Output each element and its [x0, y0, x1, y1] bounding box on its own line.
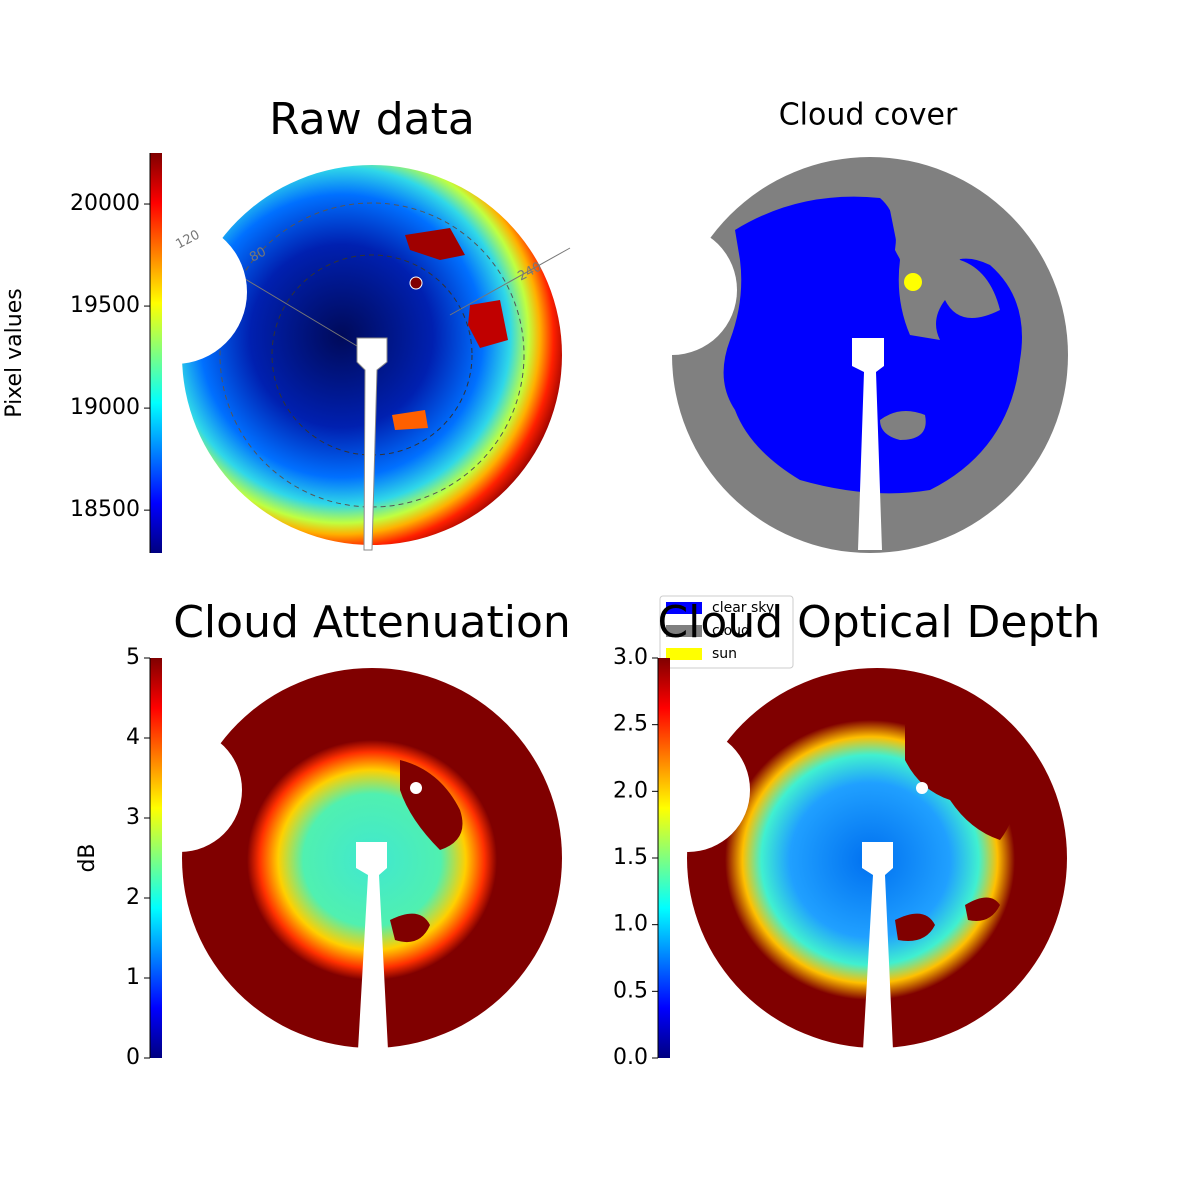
colorbar-tick-label: 4: [126, 725, 140, 750]
colorbar-tick-label: 1.0: [613, 912, 648, 937]
panel-title: Cloud Optical Depth: [657, 597, 1100, 648]
colorbar: [658, 658, 670, 1058]
colorbar-tick-label: 5: [126, 645, 140, 670]
attenuation-image: [118, 668, 562, 1050]
panel-title: Cloud Attenuation: [173, 597, 571, 648]
panel-title: Raw data: [269, 94, 475, 145]
colorbar-tick-label: 2: [126, 885, 140, 910]
panel-title: Cloud cover: [779, 98, 958, 133]
colorbar-tick-label: 0.5: [613, 978, 648, 1003]
legend-swatch: [666, 648, 702, 660]
colorbar-tick-label: 19000: [70, 395, 140, 420]
colorbar: [150, 658, 162, 1058]
legend-swatch: [666, 625, 702, 637]
colorbar-tick-label: 18500: [70, 497, 140, 522]
colorbar: [150, 153, 162, 553]
polar-label: 80: [247, 244, 269, 265]
legend-label: clear sky: [712, 600, 774, 616]
colorbar-label: dB: [75, 843, 100, 872]
legend-swatch: [666, 602, 702, 614]
legend-label: sun: [712, 646, 737, 662]
colorbar-tick-label: 20000: [70, 191, 140, 216]
raw-image: [103, 165, 571, 551]
colorbar-tick-label: 3.0: [613, 645, 648, 670]
colorbar-tick-label: 19500: [70, 293, 140, 318]
cloud-cover-image: [607, 157, 1068, 553]
colorbar-tick-label: 1.5: [613, 845, 648, 870]
legend-label: cloud: [712, 623, 750, 639]
colorbar-label: Pixel values: [2, 288, 27, 417]
colorbar-tick-label: 2.5: [613, 712, 648, 737]
colorbar-tick-label: 1: [126, 965, 140, 990]
colorbar-tick-label: 2.0: [613, 778, 648, 803]
colorbar-tick-label: 0.0: [613, 1045, 648, 1070]
colorbar-tick-label: 0: [126, 1045, 140, 1070]
optical-depth-image: [626, 668, 1067, 1050]
colorbar-tick-label: 3: [126, 805, 140, 830]
